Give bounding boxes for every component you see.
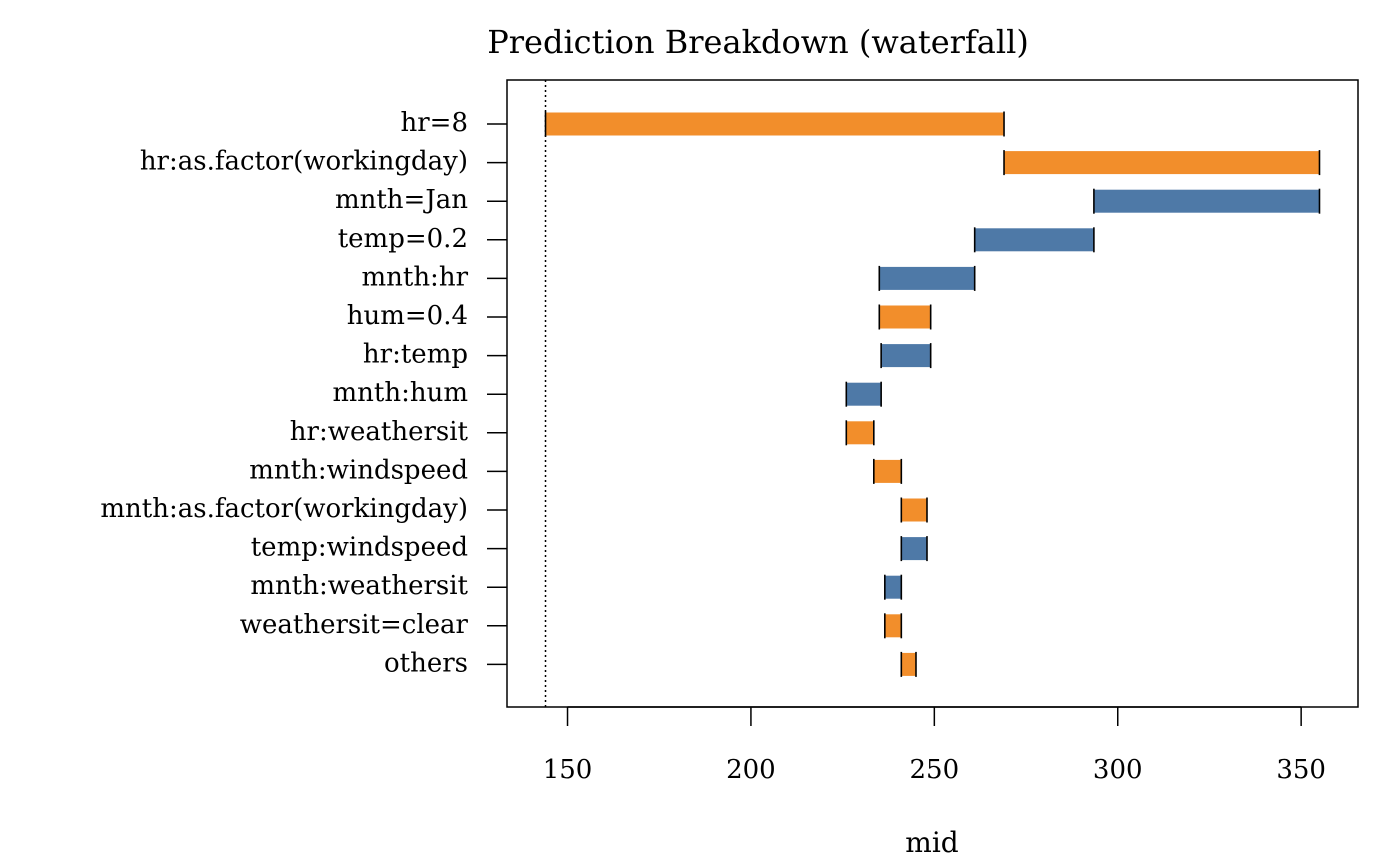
category-label: hr:temp: [363, 340, 468, 370]
category-label: temp:windspeed: [251, 533, 468, 563]
category-label: mnth=Jan: [335, 185, 468, 215]
category-label: weathersit=clear: [240, 610, 469, 640]
category-label: mnth:hum: [333, 378, 469, 408]
waterfall-bar: [846, 421, 874, 445]
waterfall-bar: [881, 344, 931, 368]
x-axis-label: mid: [905, 826, 959, 859]
waterfall-bar: [1093, 189, 1320, 213]
category-labels: hr=8 hr:as.factor(workingday) mnth=Jan temp…: [100, 108, 507, 678]
waterfall-bar: [901, 537, 927, 561]
waterfall-bar: [884, 575, 902, 599]
x-tick-label: 200: [726, 755, 776, 785]
category-label: others: [384, 648, 468, 678]
waterfall-bar: [879, 266, 975, 290]
waterfall-bar: [879, 305, 931, 329]
category-label: mnth:hr: [361, 262, 468, 292]
category-label: hum=0.4: [347, 301, 468, 331]
waterfall-bar: [901, 652, 916, 676]
waterfall-bar: [873, 459, 902, 483]
waterfall-bar: [846, 382, 882, 406]
category-label: mnth:weathersit: [250, 571, 468, 601]
category-label: hr:weathersit: [290, 417, 469, 447]
category-label: mnth:windspeed: [249, 455, 468, 485]
category-label: hr:as.factor(workingday): [140, 147, 468, 177]
x-axis: 150 200 250 300 350: [543, 706, 1326, 785]
bars-layer: [544, 80, 1321, 707]
category-label: mnth:as.factor(workingday): [100, 494, 468, 524]
x-tick-label: 300: [1093, 755, 1143, 785]
chart-title: Prediction Breakdown (waterfall): [487, 23, 1029, 61]
x-tick-label: 150: [543, 755, 593, 785]
x-tick-label: 250: [910, 755, 960, 785]
waterfall-bar: [884, 614, 902, 638]
waterfall-bar: [974, 228, 1094, 252]
x-tick-label: 350: [1276, 755, 1326, 785]
waterfall-bar: [545, 112, 1005, 136]
waterfall-bar: [1004, 151, 1320, 175]
waterfall-bar: [901, 498, 927, 522]
category-label: temp=0.2: [338, 224, 468, 254]
category-label: hr=8: [400, 108, 468, 138]
